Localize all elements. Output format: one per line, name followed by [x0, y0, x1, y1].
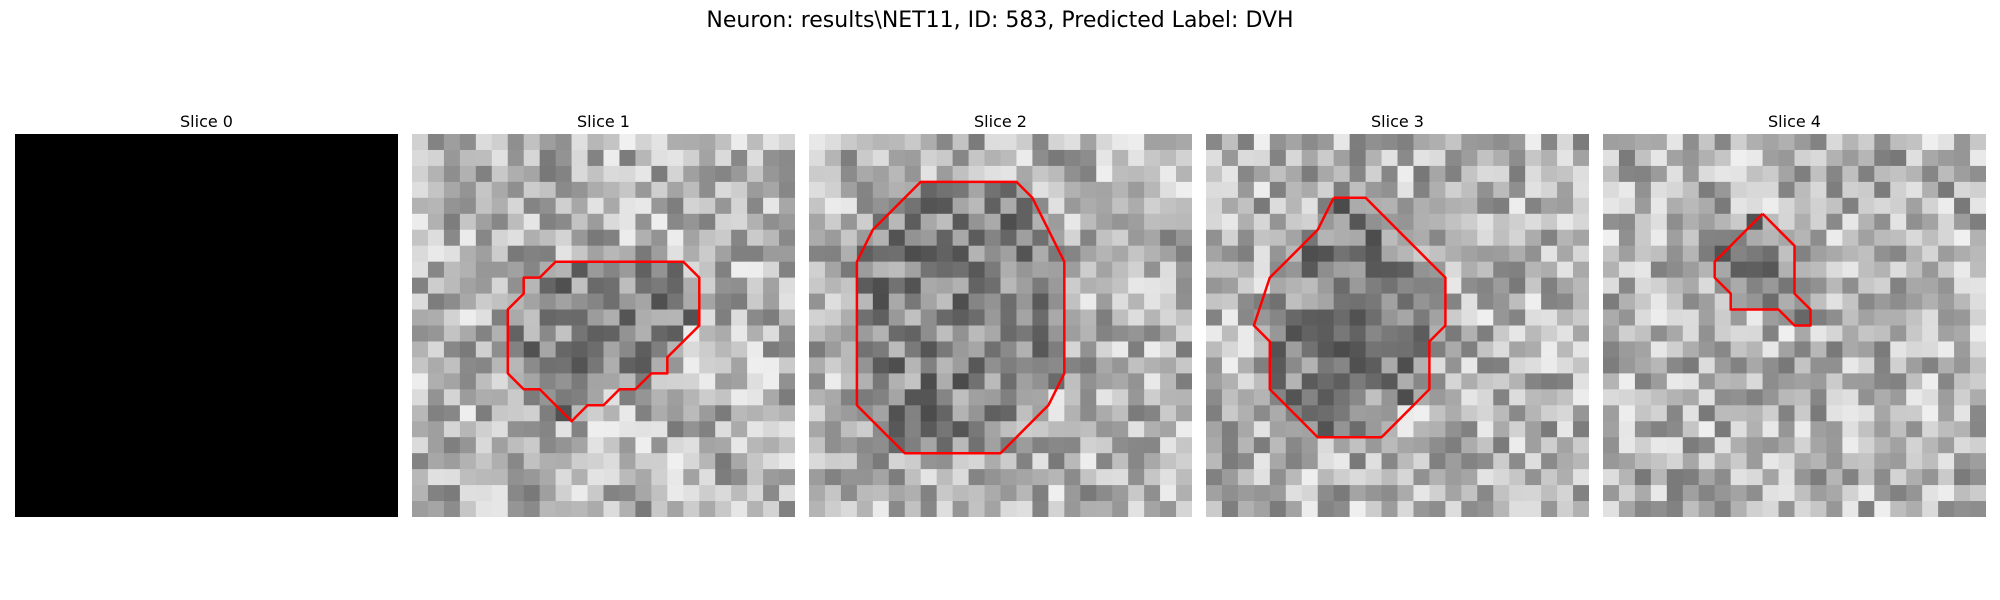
slice-title: Slice 2 [974, 112, 1027, 131]
slice-pixels [15, 134, 398, 517]
slice-panel-1: Slice 1 [412, 110, 795, 517]
slice-pixels [1603, 134, 1986, 517]
roi-contour [506, 260, 701, 423]
slice-panel-0: Slice 0 [15, 110, 398, 517]
slice-title: Slice 3 [1371, 112, 1424, 131]
slice-title: Slice 0 [180, 112, 233, 131]
roi-contour [1713, 212, 1812, 327]
slice-panel-3: Slice 3 [1206, 110, 1589, 517]
slice-image [1206, 134, 1589, 517]
roi-contour [1252, 196, 1447, 439]
slice-image [809, 134, 1192, 517]
slice-panel-4: Slice 4 [1603, 110, 1986, 517]
slice-pixels [1206, 134, 1589, 517]
slice-pixels [412, 134, 795, 517]
slice-panel-2: Slice 2 [809, 110, 1192, 517]
slice-pixels [809, 134, 1192, 517]
figure-title: Neuron: results\NET11, ID: 583, Predicte… [706, 8, 1294, 33]
slice-image [412, 134, 795, 517]
slice-title: Slice 4 [1768, 112, 1821, 131]
slice-title: Slice 1 [577, 112, 630, 131]
slice-image [1603, 134, 1986, 517]
slice-image [15, 134, 398, 517]
roi-contour [855, 180, 1066, 455]
